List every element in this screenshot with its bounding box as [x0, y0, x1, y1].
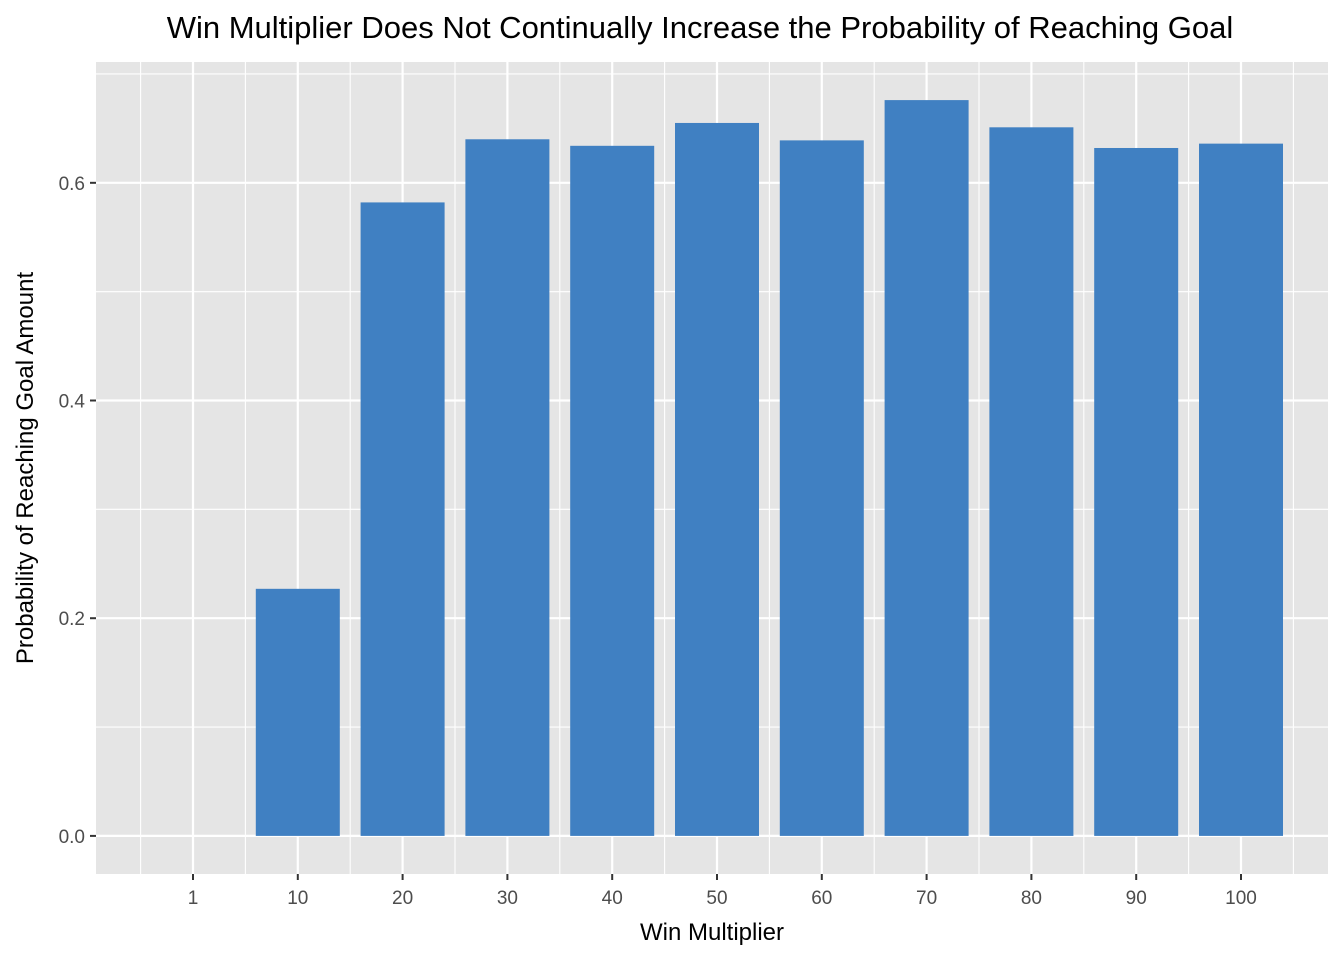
y-axis: 0.0 0.2 0.4 0.6 — [59, 174, 96, 848]
chart-title: Win Multiplier Does Not Continually Incr… — [167, 10, 1234, 45]
x-axis: 1 10 20 30 40 50 60 70 80 90 100 — [188, 874, 1257, 909]
y-axis-title: Probability of Reaching Goal Amount — [12, 272, 39, 665]
x-tick-label: 40 — [602, 888, 623, 909]
bar-90 — [1094, 147, 1179, 836]
y-tick-label: 0.2 — [59, 609, 85, 630]
bar-30 — [465, 139, 550, 836]
x-tick-label: 1 — [188, 888, 199, 909]
x-tick-label: 100 — [1225, 888, 1257, 909]
x-tick-label: 20 — [392, 888, 413, 909]
x-tick-label: 50 — [706, 888, 727, 909]
x-tick-label: 70 — [916, 888, 937, 909]
bar-60 — [779, 140, 864, 836]
x-tick-label: 10 — [287, 888, 308, 909]
x-axis-title: Win Multiplier — [640, 919, 784, 946]
y-tick-label: 0.6 — [59, 174, 85, 195]
bar-40 — [570, 145, 655, 836]
x-tick-label: 80 — [1021, 888, 1042, 909]
x-tick-label: 60 — [811, 888, 832, 909]
bar-80 — [989, 127, 1074, 836]
bar-10 — [255, 588, 340, 836]
y-tick-label: 0.0 — [59, 827, 85, 848]
bar-20 — [360, 202, 445, 836]
x-tick-label: 90 — [1126, 888, 1147, 909]
bar-70 — [884, 100, 969, 836]
x-tick-label: 30 — [497, 888, 518, 909]
bar-100 — [1199, 143, 1283, 836]
bars-layer — [255, 100, 1283, 836]
y-tick-label: 0.4 — [59, 392, 86, 413]
bar-50 — [675, 122, 759, 836]
